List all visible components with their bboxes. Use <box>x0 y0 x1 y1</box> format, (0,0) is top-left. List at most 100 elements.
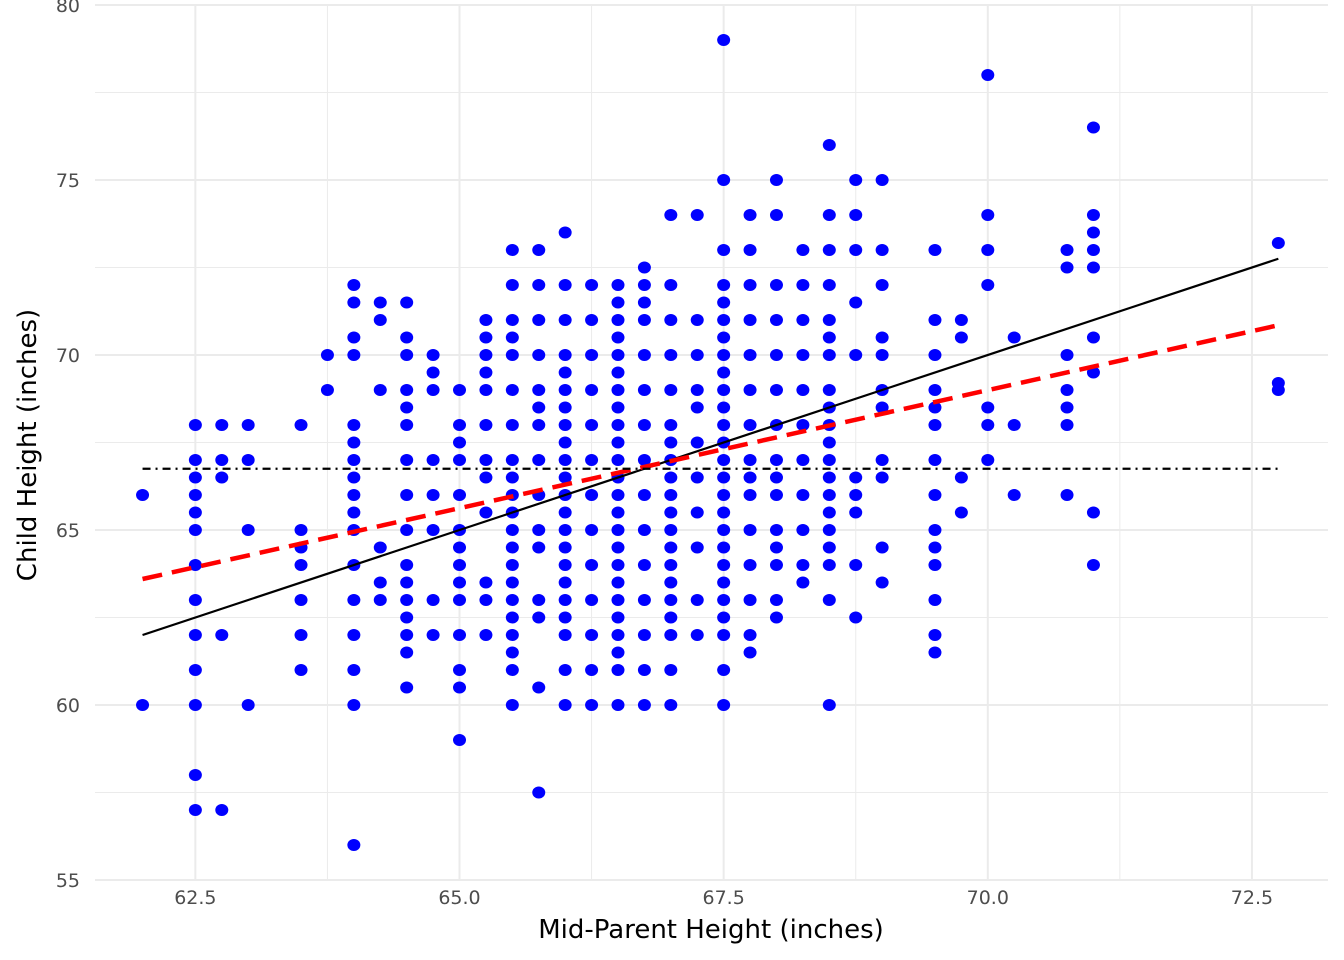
data-point <box>505 576 519 589</box>
data-point <box>611 629 625 641</box>
data-point <box>717 174 731 186</box>
data-point <box>875 279 889 291</box>
data-point <box>373 384 387 396</box>
data-point <box>717 611 731 624</box>
data-point <box>637 314 651 326</box>
data-point <box>981 279 995 291</box>
data-point <box>822 349 836 361</box>
data-point <box>585 349 599 361</box>
data-point <box>347 296 361 309</box>
data-point <box>796 419 810 431</box>
data-point <box>1086 209 1100 221</box>
data-point <box>505 699 519 711</box>
data-point <box>690 314 704 326</box>
data-point <box>954 314 968 326</box>
data-point <box>188 629 202 641</box>
data-point <box>532 279 546 291</box>
data-point <box>928 384 942 396</box>
data-point <box>400 454 414 466</box>
data-point <box>637 279 651 291</box>
data-point <box>717 419 731 431</box>
data-point <box>558 226 572 239</box>
data-point <box>769 384 783 396</box>
data-point <box>928 541 942 554</box>
data-point <box>505 279 519 291</box>
data-point <box>664 541 678 554</box>
data-point <box>743 629 757 641</box>
data-point <box>347 419 361 431</box>
data-point <box>505 314 519 326</box>
data-point <box>215 629 229 641</box>
data-point <box>453 454 467 466</box>
data-point <box>400 559 414 571</box>
data-point <box>188 489 202 501</box>
data-point <box>928 419 942 431</box>
data-point <box>822 454 836 466</box>
data-point <box>769 174 783 186</box>
data-point <box>1086 244 1100 256</box>
data-point <box>558 524 572 536</box>
data-point <box>769 524 783 536</box>
data-point <box>822 594 836 606</box>
data-point <box>505 244 519 256</box>
data-point <box>1007 489 1021 501</box>
data-point <box>532 594 546 606</box>
data-point <box>505 611 519 624</box>
data-point <box>717 331 731 344</box>
data-point <box>611 331 625 344</box>
data-point <box>479 454 493 466</box>
data-point <box>743 384 757 396</box>
data-point <box>637 454 651 466</box>
data-point <box>717 384 731 396</box>
data-point <box>1060 261 1074 274</box>
data-point <box>796 279 810 291</box>
data-point <box>505 559 519 571</box>
data-point <box>558 541 572 554</box>
data-point <box>981 401 995 414</box>
data-point <box>664 506 678 519</box>
data-point <box>928 559 942 571</box>
data-point <box>637 629 651 641</box>
data-point <box>796 244 810 256</box>
data-point <box>453 681 467 694</box>
data-point <box>347 699 361 711</box>
data-point <box>426 366 440 379</box>
data-point <box>611 559 625 571</box>
data-point <box>294 594 308 606</box>
data-point <box>717 34 731 46</box>
data-point <box>769 541 783 554</box>
data-point <box>479 594 493 606</box>
data-point <box>611 524 625 536</box>
data-point <box>241 454 255 466</box>
data-point <box>769 471 783 484</box>
data-point <box>400 681 414 694</box>
data-point <box>849 471 863 484</box>
data-point <box>1086 559 1100 571</box>
data-point <box>426 489 440 501</box>
data-point <box>664 576 678 589</box>
data-point <box>400 594 414 606</box>
data-point <box>241 524 255 536</box>
data-point <box>558 699 572 711</box>
data-point <box>188 524 202 536</box>
data-point <box>611 419 625 431</box>
data-point <box>453 629 467 641</box>
data-point <box>769 314 783 326</box>
data-point <box>453 559 467 571</box>
data-point <box>875 349 889 361</box>
data-point <box>400 611 414 624</box>
data-point <box>347 506 361 519</box>
data-point <box>453 419 467 431</box>
data-point <box>585 314 599 326</box>
data-point <box>241 699 255 711</box>
data-point <box>373 314 387 326</box>
data-point <box>585 384 599 396</box>
data-point <box>1007 331 1021 344</box>
data-point <box>928 594 942 606</box>
data-point <box>637 664 651 676</box>
data-point <box>637 384 651 396</box>
data-point <box>1086 121 1100 134</box>
data-point <box>532 314 546 326</box>
data-point <box>743 646 757 659</box>
data-point <box>849 506 863 519</box>
